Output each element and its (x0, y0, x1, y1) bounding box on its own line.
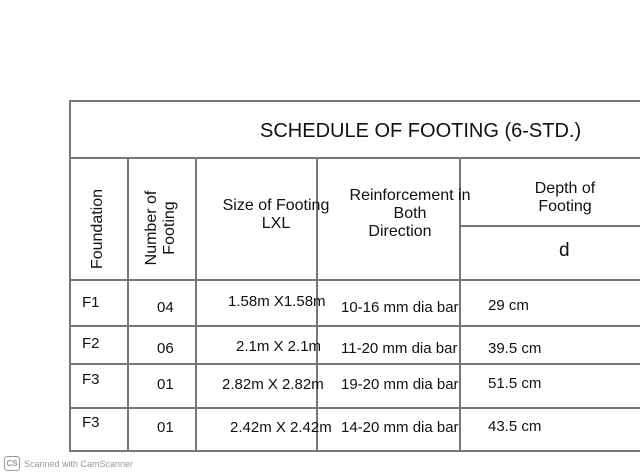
cell-number: 01 (157, 376, 174, 393)
cell-foundation: F2 (82, 335, 100, 352)
header-depth-line2: Footing (538, 198, 592, 215)
depth-header-divider (459, 225, 640, 227)
cell-foundation: F3 (82, 371, 100, 388)
header-foundation: Foundation (89, 179, 107, 279)
table-border-left (69, 100, 71, 451)
cell-size: 2.42m X 2.42m (230, 419, 332, 436)
column-divider (316, 157, 318, 451)
cell-number: 01 (157, 419, 174, 436)
cell-depth: 43.5 cm (488, 418, 542, 435)
cell-reinforcement: 11-20 mm dia bar (341, 340, 458, 357)
header-depth-line1: Depth of (534, 180, 596, 197)
cell-reinforcement: 14-20 mm dia bar (341, 419, 459, 436)
row-divider (69, 363, 640, 365)
cell-depth: 51.5 cm (488, 375, 542, 392)
column-divider (127, 157, 129, 451)
cell-number: 06 (157, 340, 174, 357)
cell-size: 1.58m X1.58m (228, 293, 326, 310)
title-divider (69, 157, 640, 159)
header-reinforcement: Reinforcement in Both Direction (330, 187, 490, 241)
cell-reinforcement: 10-16 mm dia bar (341, 299, 459, 316)
header-depth-symbol: d (559, 240, 570, 261)
cell-foundation: F3 (82, 414, 100, 431)
column-divider (195, 157, 197, 451)
header-reinf-line2: Both (393, 205, 427, 222)
column-divider (459, 157, 461, 451)
cell-size: 2.82m X 2.82m (222, 376, 324, 393)
table-border-top (69, 100, 640, 102)
header-reinf-line1: Reinforcement in (349, 187, 471, 204)
header-foundation-label: Foundation (89, 188, 106, 270)
row-divider (69, 325, 640, 327)
header-number-line1: Number of (143, 190, 160, 266)
header-size: Size of Footing LXL (196, 197, 356, 233)
cell-depth: 29 cm (488, 297, 529, 314)
header-divider (69, 279, 640, 281)
table-border-bottom (69, 450, 640, 452)
cell-reinforcement: 19-20 mm dia bar (341, 376, 459, 393)
header-number-of-footing: Number of Footing (143, 178, 179, 278)
header-depth: Depth of Footing (500, 180, 630, 216)
camscanner-logo-icon: CS (4, 456, 20, 471)
camscanner-watermark: CS Scanned with CamScanner (4, 456, 133, 471)
header-size-line1: Size of Footing (222, 197, 330, 214)
cell-number: 04 (157, 299, 174, 316)
cell-depth: 39.5 cm (488, 340, 542, 357)
header-reinf-line3: Direction (368, 223, 432, 240)
cell-size: 2.1m X 2.1m (236, 338, 322, 355)
header-number-line2: Footing (161, 201, 178, 255)
watermark-text: Scanned with CamScanner (24, 458, 134, 469)
header-size-line2: LXL (261, 215, 291, 232)
cell-foundation: F1 (82, 294, 100, 311)
row-divider (69, 407, 640, 409)
table-title: SCHEDULE OF FOOTING (6-STD.) (260, 120, 582, 142)
